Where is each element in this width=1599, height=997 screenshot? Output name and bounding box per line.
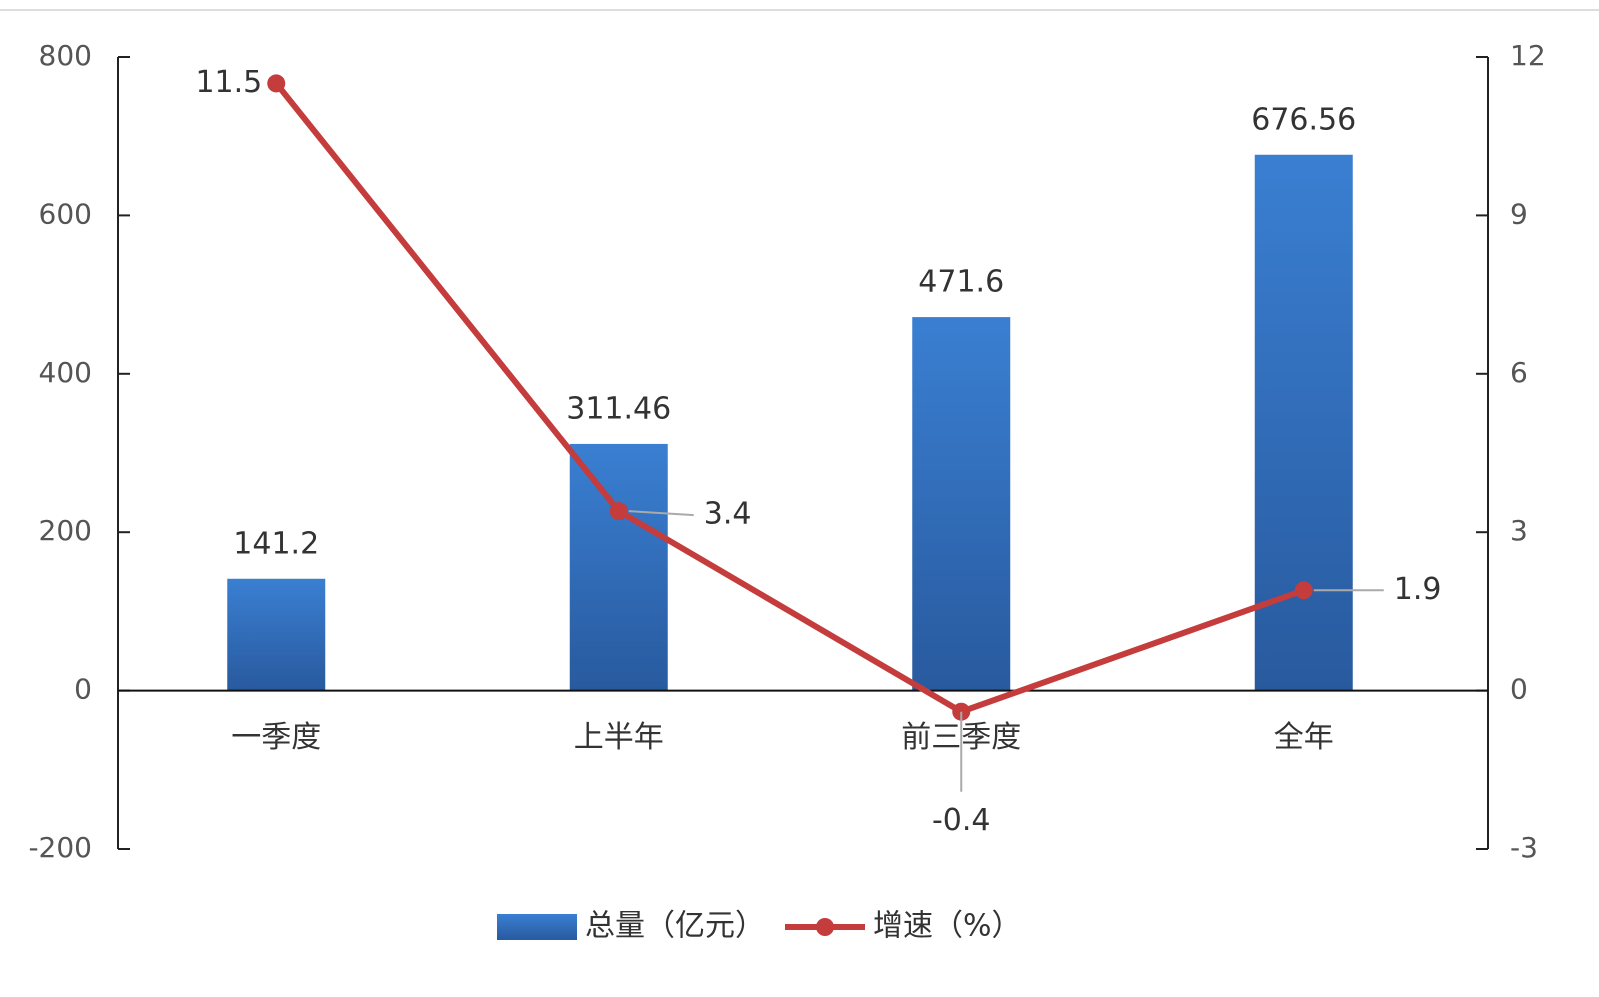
legend-label: 总量（亿元） [585,909,765,944]
x-tick-label: 一季度 [231,720,321,755]
x-tick-label: 上半年 [574,720,664,755]
bar [569,443,668,691]
leader-line [628,510,694,517]
x-tick-label: 全年 [1274,720,1334,755]
line-value-label: 3.4 [704,497,752,532]
y2-tick-label: 6 [1510,356,1528,389]
y-tick-label: 800 [39,39,92,72]
line-value-label: 11.5 [195,65,262,100]
y-tick-label: 400 [39,356,92,389]
legend-swatch [497,914,577,940]
y2-tick-label: -3 [1510,831,1538,864]
y2-tick-label: 12 [1510,39,1546,72]
legend-label: 增速（%） [873,909,1022,944]
bar-value-label: 311.46 [566,391,671,426]
line-marker [1294,581,1313,600]
y-tick-label: -200 [28,831,92,864]
y2-tick-label: 9 [1510,197,1528,230]
y-tick-label: 0 [74,673,92,706]
bar-value-label: 676.56 [1251,102,1356,137]
x-tick-label: 前三季度 [901,720,1021,755]
bar-value-label: 141.2 [233,526,319,561]
line-marker [609,502,628,521]
line-value-label: 1.9 [1394,572,1442,607]
legend-marker [816,918,834,936]
y-tick-label: 200 [39,514,92,547]
line [273,81,1305,716]
bar [912,317,1011,691]
y-tick-label: 600 [39,197,92,230]
bar [227,578,326,691]
bar-value-label: 471.6 [918,265,1004,300]
y2-tick-label: 0 [1510,673,1528,706]
line-marker [267,74,286,93]
y2-tick-label: 3 [1510,514,1528,547]
bar [1254,154,1353,691]
line-value-label: -0.4 [932,803,991,838]
